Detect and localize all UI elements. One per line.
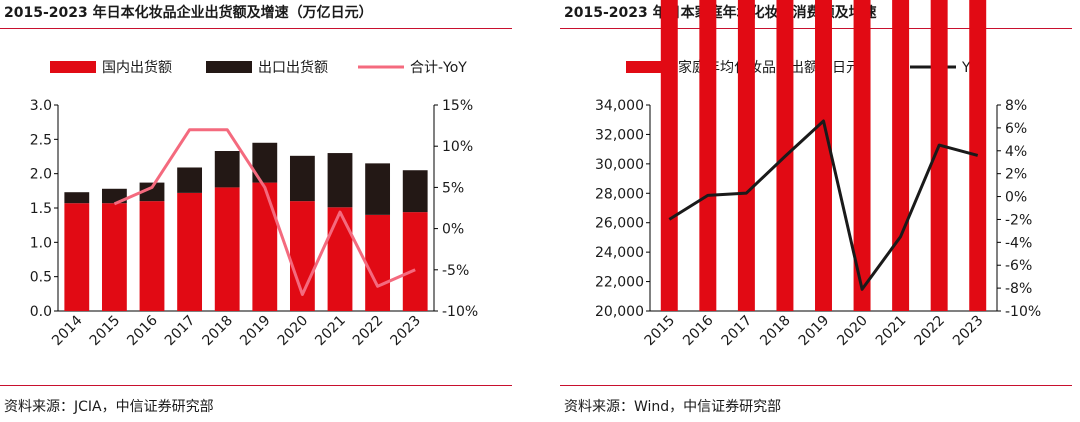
legend-label: 合计-YoY bbox=[410, 60, 467, 76]
right-tick-label: 10% bbox=[442, 139, 473, 155]
x-tick-label: 2023 bbox=[950, 313, 987, 350]
x-tick-label: 2020 bbox=[834, 313, 871, 350]
x-tick-label: 2015 bbox=[642, 313, 679, 350]
bar bbox=[327, 153, 353, 208]
right-tick-label: 8% bbox=[1005, 98, 1027, 114]
right-tick-label: 0% bbox=[1005, 190, 1027, 206]
chart-title: 2015-2023 年日本家庭年均化妆品消费额及增速 bbox=[564, 5, 877, 21]
bar bbox=[177, 192, 203, 311]
right-tick-label: 5% bbox=[442, 180, 464, 196]
bar bbox=[815, 0, 832, 311]
right-tick-label: -10% bbox=[442, 304, 478, 320]
bar bbox=[139, 182, 165, 202]
bar bbox=[214, 151, 240, 188]
bar bbox=[402, 170, 428, 213]
source-note: 资料来源：JCIA，中信证券研究部 bbox=[4, 399, 214, 415]
bar bbox=[101, 203, 127, 311]
right-tick-label: 4% bbox=[1005, 144, 1027, 160]
x-tick-label: 2022 bbox=[911, 313, 948, 350]
x-tick-label: 2023 bbox=[388, 313, 425, 350]
legend-label: 国内出货额 bbox=[102, 59, 172, 76]
source-rule bbox=[560, 385, 1072, 386]
bar bbox=[327, 207, 353, 311]
legend-swatch bbox=[626, 61, 672, 73]
right-tick-label: -2% bbox=[1005, 212, 1032, 228]
chart-title: 2015-2023 年日本化妆品企业出货额及增速（万亿日元） bbox=[4, 5, 373, 21]
legend-label: 出口出货额 bbox=[258, 59, 328, 76]
bar bbox=[699, 0, 717, 311]
x-tick-label: 2015 bbox=[87, 313, 124, 350]
left-tick-label: 0.5 bbox=[30, 270, 52, 286]
household-spending-chart: 家庭年均化妆品支出额（日元）YoY20,00022,00024,00026,00… bbox=[595, 0, 1041, 350]
right-tick-label: 6% bbox=[1005, 121, 1027, 137]
left-tick-label: 26,000 bbox=[595, 216, 644, 232]
left-tick-label: 0.0 bbox=[30, 304, 52, 320]
left-tick-label: 20,000 bbox=[595, 304, 644, 320]
x-tick-label: 2021 bbox=[312, 313, 349, 350]
right-tick-label: -4% bbox=[1005, 235, 1032, 251]
yoy-line bbox=[668, 119, 979, 291]
shipments-chart: 国内出货额 出口出货额 合计-YoY 0.0 0.5 1.0 1.5 2.0 2.5 3.0 -10… bbox=[30, 59, 478, 350]
right-tick-label: -5% bbox=[442, 263, 469, 279]
bar bbox=[214, 187, 240, 311]
bar bbox=[139, 201, 165, 311]
x-tick-label: 2019 bbox=[796, 313, 833, 350]
left-tick-label: 1.0 bbox=[30, 235, 52, 251]
right-tick-label: -6% bbox=[1005, 258, 1032, 274]
left-tick-label: 2.0 bbox=[30, 167, 52, 183]
right-tick-label: -10% bbox=[1005, 304, 1041, 320]
bar bbox=[402, 212, 428, 311]
left-tick-label: 1.5 bbox=[30, 201, 52, 217]
bar bbox=[853, 0, 871, 311]
source-note: 资料来源：Wind，中信证券研究部 bbox=[564, 399, 782, 415]
bar bbox=[365, 163, 391, 215]
left-tick-label: 24,000 bbox=[595, 245, 644, 261]
legend-swatch bbox=[206, 61, 252, 73]
x-tick-label: 2022 bbox=[350, 313, 387, 350]
bar bbox=[737, 0, 755, 311]
left-tick-label: 32,000 bbox=[595, 127, 644, 143]
x-tick-label: 2016 bbox=[124, 312, 161, 349]
bar bbox=[930, 0, 948, 311]
x-tick-label: 2016 bbox=[680, 312, 717, 349]
legend-swatch bbox=[50, 61, 96, 73]
left-tick-label: 34,000 bbox=[595, 98, 644, 114]
bar bbox=[64, 192, 90, 204]
x-tick-label: 2021 bbox=[873, 313, 910, 350]
bar bbox=[64, 203, 90, 311]
right-tick-label: 15% bbox=[442, 98, 473, 114]
yoy-line bbox=[113, 128, 416, 296]
chart-panel-shipments: 2015-2023 年日本化妆品企业出货额及增速（万亿日元） 国内出货额 出口出货… bbox=[0, 0, 520, 422]
left-tick-label: 30,000 bbox=[595, 157, 644, 173]
left-tick-label: 2.5 bbox=[30, 132, 52, 148]
left-tick-label: 28,000 bbox=[595, 186, 644, 202]
x-tick-label: 2018 bbox=[757, 313, 794, 350]
x-tick-label: 2020 bbox=[275, 313, 312, 350]
x-tick-label: 2019 bbox=[237, 313, 274, 350]
x-tick-label: 2017 bbox=[719, 313, 756, 350]
bar bbox=[365, 214, 391, 311]
bar bbox=[289, 155, 315, 202]
right-tick-label: 0% bbox=[442, 222, 464, 238]
x-tick-label: 2014 bbox=[49, 312, 86, 349]
left-tick-label: 3.0 bbox=[30, 98, 52, 114]
bar bbox=[252, 182, 278, 311]
bar bbox=[892, 0, 910, 312]
right-tick-label: 2% bbox=[1005, 167, 1027, 183]
title-rule bbox=[0, 28, 512, 29]
source-rule bbox=[0, 385, 512, 386]
left-tick-label: 22,000 bbox=[595, 275, 644, 291]
x-tick-label: 2018 bbox=[200, 313, 237, 350]
x-tick-label: 2017 bbox=[162, 313, 199, 350]
bar bbox=[660, 0, 678, 311]
right-tick-label: -8% bbox=[1005, 281, 1032, 297]
bar bbox=[177, 167, 203, 193]
bar bbox=[969, 0, 987, 311]
chart-panel-household: 2015-2023 年日本家庭年均化妆品消费额及增速 家庭年均化妆品支出额（日元… bbox=[560, 0, 1080, 422]
